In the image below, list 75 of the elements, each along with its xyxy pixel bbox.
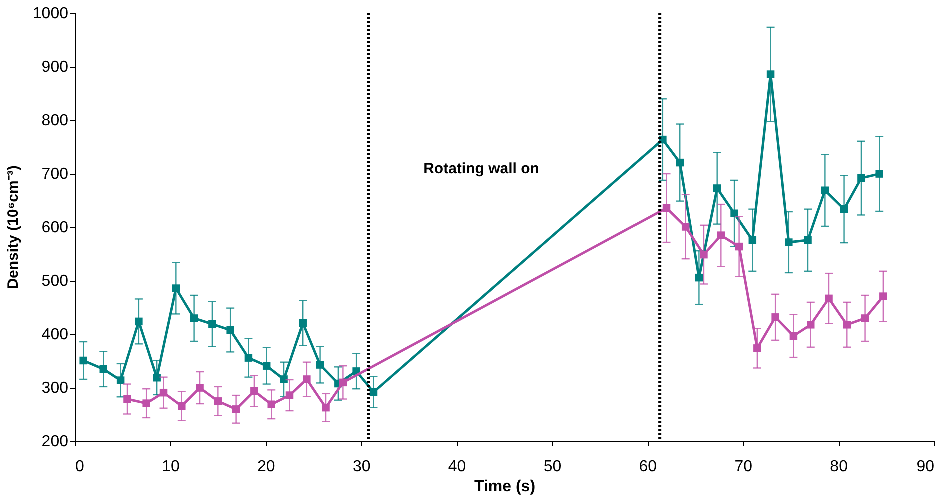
y-tick-label: 600 [42,220,69,236]
point [232,406,240,414]
point [700,250,708,259]
y-tick-label: 200 [42,434,69,450]
point [178,402,186,410]
point [804,236,812,244]
point [682,223,690,231]
point [226,326,234,334]
point [861,314,870,322]
point [695,274,704,282]
point [754,344,762,352]
x-tick-label: 0 [76,458,84,476]
y-tick-label: 400 [42,326,69,344]
x-tick-label: 20 [257,458,276,476]
point [322,404,330,412]
point [124,395,132,404]
point [370,388,378,396]
point [244,354,253,362]
point [250,387,258,396]
point [172,284,180,292]
point [196,384,204,392]
x-tick-label: 60 [639,458,658,476]
x-tick-label: 40 [448,458,466,476]
x-tick-label: 10 [162,458,180,476]
point [208,320,216,328]
point [160,388,168,397]
point [821,186,830,194]
point [825,294,833,303]
x-tick-label: 80 [830,458,848,476]
y-tick-label: 900 [42,59,69,76]
x-axis-title: Time (s) [474,478,536,496]
point [843,321,852,329]
point [339,378,348,387]
annotation: Rotating wall on [424,160,540,178]
x-tick-label: 50 [544,458,562,476]
y-tick-label: 500 [42,273,69,290]
x-tick-label: 70 [734,458,753,476]
point [876,170,884,178]
point [100,365,108,374]
point [730,210,738,218]
point [286,392,294,400]
point [316,361,324,369]
point [303,376,311,384]
point [80,356,88,365]
y-tick-label: 300 [42,380,69,397]
point [735,242,744,251]
x-tick-label: 90 [916,458,935,476]
point [135,318,143,326]
point [299,319,307,328]
point [662,204,671,212]
y-tick-label: 800 [42,112,69,130]
point [142,400,150,408]
point [214,398,222,406]
point [717,232,726,240]
point [116,376,125,384]
point [785,238,793,246]
point [153,374,161,382]
point [676,158,684,167]
x-tick-label: 30 [352,458,371,476]
point [268,400,276,408]
point [713,184,722,192]
y-tick-label: 1000 [32,6,69,22]
point [766,70,775,78]
point [748,236,757,244]
y-tick-label: 700 [42,166,69,183]
y-axis-title: Density (10⁶cm⁻³) [4,166,22,290]
point [790,332,798,340]
point [880,292,888,300]
point [262,362,271,370]
point [280,376,288,384]
point [840,205,848,214]
point [190,314,198,322]
point [807,321,815,329]
point [772,314,780,322]
point [858,174,866,182]
